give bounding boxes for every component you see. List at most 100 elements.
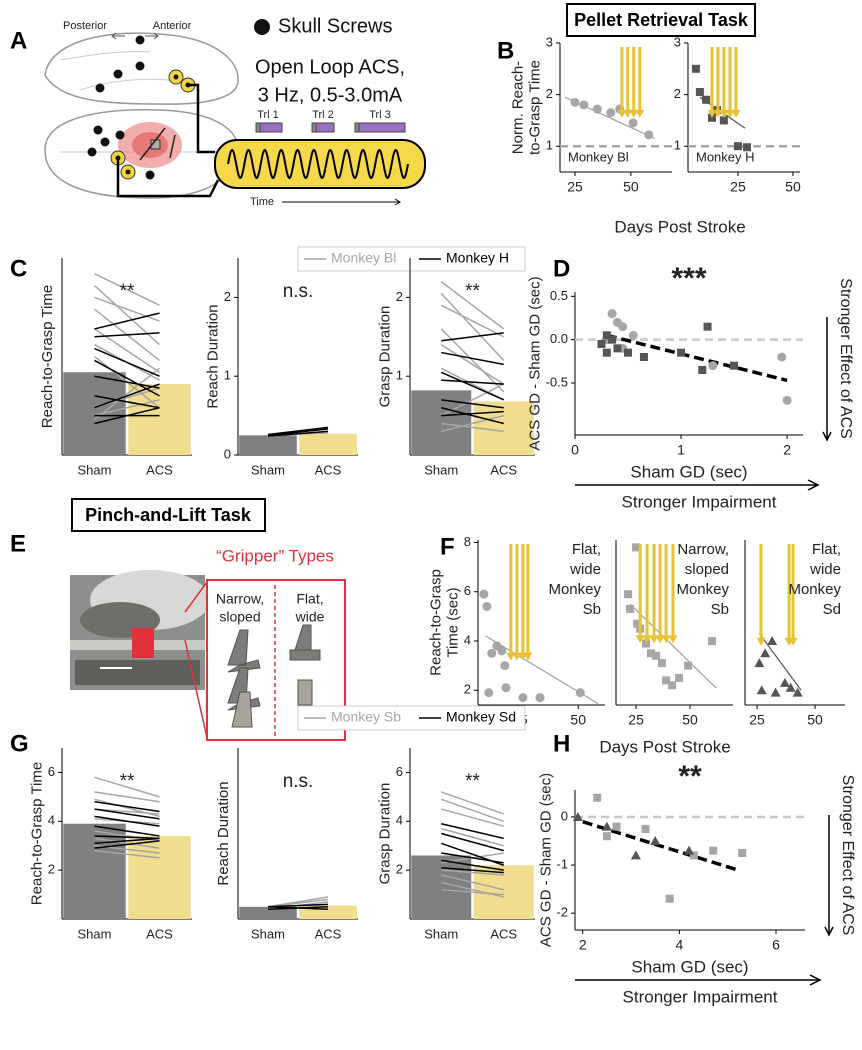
y-tick-label: -1 [556,856,568,871]
pair-line [94,815,160,827]
x-tick-label: 4 [675,937,683,953]
annotation: Flat, [572,541,601,558]
point [608,335,617,344]
pair-line [267,430,329,437]
point [575,688,585,698]
diagram-label: Anterior [153,20,192,32]
arrow-head [629,109,639,118]
task-title: Pellet Retrieval Task [574,10,749,30]
title-box [566,3,756,37]
time-label: Time [250,196,274,208]
task-photo [70,570,346,741]
point [601,821,612,831]
pair-line [94,359,160,397]
significance: n.s. [283,771,314,792]
point [668,681,677,690]
y-tick-label: -2 [556,905,568,920]
side-arrow [822,317,832,442]
category-label: Sham [78,462,112,477]
category-label: Sham [251,926,285,941]
bottom-label: Stronger Impairment [622,492,777,511]
pair-line [441,822,504,840]
pair-line [94,776,160,798]
point [691,64,700,73]
stim-label: 3 Hz, 0.5-3.0mA [258,84,403,106]
y-tick-label: 6 [396,764,403,779]
panel-label: C [10,255,27,282]
legend-label: Monkey Sb [331,709,401,725]
point [684,661,693,670]
y-tick-label: -0.5 [546,374,568,389]
panel-label: A [10,27,27,54]
point [500,661,510,671]
gripper-type: Narrow, [216,591,264,607]
pair-line [267,903,329,908]
arrow-head [642,635,652,644]
pair-line [94,837,160,845]
pair-line [94,395,160,409]
point [702,95,711,104]
annotation: Flat, [812,541,841,558]
trial-label: Trl 3 [369,109,391,121]
point [602,832,611,841]
pair-line [441,866,504,874]
arrow-head [523,652,533,661]
point [709,846,718,855]
fit-line [606,333,788,383]
pair-line [440,292,505,361]
pair-line [441,881,504,898]
point [719,116,728,125]
pair-line [441,808,504,827]
point [632,543,641,552]
pair-line [441,859,504,871]
category-label: ACS [146,462,173,477]
y-tick-label: 3 [546,34,553,49]
point [677,348,686,357]
legend-box [297,705,526,731]
point [675,673,684,682]
significance: ** [678,760,702,793]
category-label: Sham [424,926,458,941]
point [742,143,751,152]
y-tick-label: 2 [224,289,231,304]
bar [239,906,297,919]
point [760,648,771,658]
pair-line [94,383,160,409]
pair-line [440,371,505,401]
bottom-label: Stronger Impairment [623,987,778,1006]
task-title: Pinch-and-Lift Task [85,505,252,525]
arrow-head [655,635,665,644]
significance: ** [120,771,135,792]
x-axis-label: Days Post Stroke [614,217,745,236]
pair-line [441,399,504,409]
annotation: Narrow, [677,541,729,558]
point [497,646,507,656]
point [756,685,767,695]
gripper-type: sloped [219,609,260,625]
y-tick-label: 1 [674,138,681,153]
point [665,894,674,903]
arrow-head [713,109,723,118]
point [644,130,654,140]
legend-label: Skull Screws [278,15,392,37]
pair-line [94,375,160,389]
point [777,352,787,362]
annotation: Monkey [788,581,841,598]
x-tick-label: 50 [785,179,801,195]
x-tick-label: 2 [783,442,791,458]
arrow-head [635,635,645,644]
pair-line [94,825,160,837]
y-axis-label: Reach Duration [215,781,232,885]
point [698,366,707,374]
category-label: ACS [146,926,173,941]
pair-line [94,791,160,803]
y-tick-label: 1 [396,368,403,383]
point [535,693,545,703]
y-tick-label: 2 [464,682,471,697]
point [754,658,765,668]
gripper-type: wide [295,609,325,625]
pair-line [94,367,160,421]
side-label: Stronger Effect of ACS [837,278,854,439]
y-tick-label: 4 [48,813,55,828]
